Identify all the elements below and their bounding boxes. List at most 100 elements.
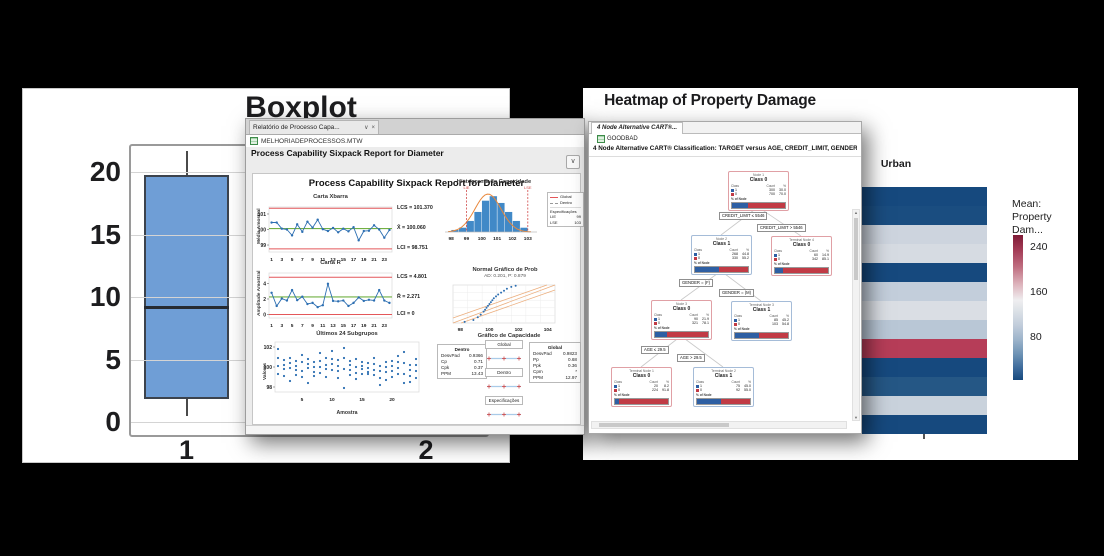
tree-node-table-row: 1 20 8.2 xyxy=(614,384,669,388)
cart-tab[interactable]: 4 Node Alternative CART®... xyxy=(591,122,684,134)
tree-node-table-header: Class Count% xyxy=(731,184,786,188)
svg-text:7: 7 xyxy=(301,323,304,329)
legend-within-label: Dentro xyxy=(560,200,573,205)
chevron-down-icon[interactable]: ∨ xyxy=(364,125,369,131)
stats-row: PPM 13.43 xyxy=(441,371,483,377)
svg-text:21: 21 xyxy=(371,257,377,263)
pct-of-node-label: % of Node xyxy=(696,393,712,398)
boxplot-median-line xyxy=(144,306,229,309)
boxplot-box xyxy=(144,175,229,399)
stat-value: 0.9823 xyxy=(562,350,577,356)
tree-node-table-header: Class Count% xyxy=(774,249,829,253)
svg-text:13: 13 xyxy=(330,323,336,329)
class0-segment xyxy=(720,398,750,404)
boxplot-lower-whisker xyxy=(186,399,188,416)
pct-of-node-label: % of Node xyxy=(694,261,710,266)
overall-stats-table: Global DesvPad 0.9823 Pp 0.68 Ppk 0.36 Cpm * PPM 1… xyxy=(529,342,581,383)
stats-row: DesvPad 0.9823 xyxy=(533,351,577,357)
histogram-legend: Global Dentro Especificações LIE 99 LSE 10… xyxy=(547,192,584,227)
stat-label: Ppk xyxy=(533,362,541,368)
svg-text:3: 3 xyxy=(280,323,283,329)
legend-title-line2: Property Dam... xyxy=(1012,211,1052,236)
heatmap-legend-gradient xyxy=(1013,235,1023,380)
vertical-scrollbar[interactable]: ▲ ▼ xyxy=(852,209,860,421)
svg-text:100: 100 xyxy=(485,327,493,333)
capability-heading: Process Capability Sixpack Report for Di… xyxy=(251,148,444,158)
svg-text:5: 5 xyxy=(301,397,304,403)
svg-text:7: 7 xyxy=(301,257,304,263)
svg-text:0: 0 xyxy=(263,312,266,318)
heatmap-axis-tick xyxy=(923,434,925,439)
scroll-down-icon[interactable]: ▼ xyxy=(854,415,858,420)
vertical-scroll-thumb[interactable] xyxy=(854,218,858,280)
stat-label: Cpm xyxy=(533,368,543,374)
horizontal-scrollbar[interactable] xyxy=(591,421,847,429)
tree-node-t4: Terminal Node 4 Class 0 Class Count% 1 60 14.9… xyxy=(771,236,832,276)
spec-usl-value: 103 xyxy=(574,219,581,225)
capability-canvas: Process Capability Sixpack Report for Di… xyxy=(246,161,584,426)
close-icon[interactable]: × xyxy=(371,124,375,131)
tree-node-subtitle: Terminal Node 2 xyxy=(711,369,736,373)
capability-tab[interactable]: Relatório de Processo Capa... ∨ × xyxy=(249,120,379,134)
stat-value: 13.43 xyxy=(471,370,484,376)
class0-segment xyxy=(758,332,788,338)
svg-text:100: 100 xyxy=(264,365,273,371)
interval-label: Especificações xyxy=(485,396,523,405)
tree-node-subtitle: Node 3 xyxy=(676,302,687,306)
pct-of-node-label: % of Node xyxy=(614,393,630,398)
heatmap-column xyxy=(861,187,987,434)
stat-label: DesvPad xyxy=(441,352,460,358)
cart-worksheet-name: GOODBAD xyxy=(607,136,638,142)
class1-segment xyxy=(697,398,721,404)
split-label-s2l: GENDER = (F) xyxy=(679,279,714,287)
stats-table-title: Global xyxy=(547,344,563,350)
interval-plot: Global Dentro Especificações xyxy=(485,340,523,424)
heatmap-cell xyxy=(861,320,987,339)
report-options-button[interactable]: ∨ xyxy=(566,155,580,169)
interval-label: Global xyxy=(485,340,523,349)
tree-node-n3: Node 3 Class 0 Class Count% 1 90 21.9 0 321 78.1%… xyxy=(651,300,712,340)
class-distribution-bar xyxy=(774,266,829,274)
horizontal-scroll-thumb[interactable] xyxy=(599,423,729,427)
interval-label: Dentro xyxy=(485,368,523,377)
heatmap-cell xyxy=(861,358,987,377)
tree-node-subtitle: Node 1 xyxy=(753,173,764,177)
stats-row: PPM 12.97 xyxy=(533,375,577,381)
tree-node-class: Class 1 xyxy=(752,307,771,313)
class-swatch xyxy=(734,318,737,322)
class1-segment xyxy=(615,398,620,404)
interval-line xyxy=(487,356,521,361)
cart-worksheet-row: GOODBAD xyxy=(597,135,638,143)
tree-node-table-header: Class Count% xyxy=(654,313,709,317)
class-swatch xyxy=(734,322,737,326)
scroll-up-icon[interactable]: ▲ xyxy=(854,210,858,215)
svg-text:11: 11 xyxy=(320,257,325,263)
svg-text:4: 4 xyxy=(263,281,266,287)
tree-node-n2: Node 2 Class 1 Class Count% 1 268 44.8 0 330 55.2… xyxy=(691,235,752,275)
class-distribution-bar xyxy=(696,397,751,405)
class1-segment xyxy=(775,267,783,273)
capability-report-card: Process Capability Sixpack Report for Di… xyxy=(252,173,584,425)
svg-text:98: 98 xyxy=(448,236,454,242)
svg-text:101: 101 xyxy=(258,212,267,218)
class-swatch xyxy=(654,321,657,325)
subgroup-scatter-chart: 102 100 98 5 10 15 20 xyxy=(264,341,420,403)
stat-value: 0.37 xyxy=(474,364,483,370)
cart-tab-bar: 4 Node Alternative CART®... xyxy=(589,122,861,134)
tree-node-subtitle: Terminal Node 1 xyxy=(629,369,654,373)
tree-node-table-row: 0 92 55.0 xyxy=(696,388,751,392)
legend-tick-label: 240 xyxy=(1030,241,1048,253)
svg-text:99: 99 xyxy=(260,243,266,249)
legend-title-line1: Mean: xyxy=(1012,198,1042,210)
xbar-mean-label: X̄ = 100.060 xyxy=(397,225,426,231)
cart-heading: 4 Node Alternative CART® Classification:… xyxy=(593,145,857,152)
svg-text:99: 99 xyxy=(464,236,470,242)
class-distribution-bar xyxy=(614,397,669,405)
y-axis-tick-label: 15 xyxy=(89,218,121,250)
svg-text:13: 13 xyxy=(330,257,336,263)
subgroup-xlabel: Amostra xyxy=(336,410,358,416)
heatmap-cell xyxy=(861,225,987,244)
stat-value: 0.36 xyxy=(568,362,577,368)
class-swatch xyxy=(694,252,697,256)
